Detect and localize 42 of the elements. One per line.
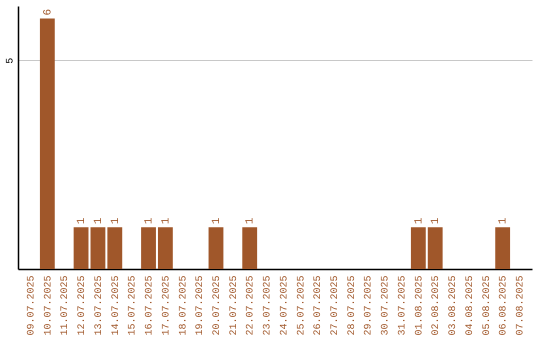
- x-tick-label: 11.07.2025: [60, 276, 72, 336]
- data-label: 1: [413, 217, 426, 224]
- x-tick-label: 19.07.2025: [195, 276, 206, 336]
- y-tick-label: 5: [6, 58, 16, 64]
- data-label: 1: [110, 217, 122, 224]
- x-tick-label: 15.07.2025: [128, 276, 139, 336]
- data-label: 1: [76, 217, 88, 224]
- data-label: 1: [92, 217, 105, 224]
- x-tick-label: 07.08.2025: [516, 276, 527, 336]
- data-label: 1: [498, 217, 510, 224]
- x-tick-label: 21.07.2025: [228, 276, 240, 336]
- x-tick-label: 31.07.2025: [397, 276, 408, 336]
- x-tick-label: 04.08.2025: [464, 276, 476, 336]
- data-label: 1: [144, 217, 156, 224]
- x-tick-label: 18.07.2025: [178, 276, 190, 336]
- x-tick-label: 23.07.2025: [262, 276, 274, 336]
- x-tick-label: 12.07.2025: [77, 276, 88, 336]
- x-tick-label: 30.07.2025: [380, 276, 392, 336]
- x-tick-label: 10.07.2025: [43, 276, 54, 336]
- x-tick-label: 28.07.2025: [346, 276, 358, 336]
- x-tick-label: 02.08.2025: [431, 276, 442, 336]
- x-tick-label: 06.08.2025: [498, 276, 510, 336]
- x-tick-label: 14.07.2025: [110, 276, 122, 336]
- x-tick-label: 13.07.2025: [94, 276, 105, 336]
- x-tick-label: 22.07.2025: [246, 276, 257, 336]
- x-tick-label: 29.07.2025: [364, 276, 375, 336]
- x-tick-label: 09.07.2025: [26, 276, 38, 336]
- x-tick-label: 01.08.2025: [414, 276, 426, 336]
- x-tick-label: 20.07.2025: [212, 276, 223, 336]
- x-tick-label: 26.07.2025: [313, 276, 324, 336]
- x-tick-label: 16.07.2025: [144, 276, 156, 336]
- data-label: 1: [244, 217, 257, 224]
- data-label: 1: [430, 217, 442, 224]
- x-tick-label: 27.07.2025: [330, 276, 342, 336]
- x-tick-label: 25.07.2025: [296, 276, 308, 336]
- x-tick-label: 05.08.2025: [482, 276, 493, 336]
- x-tick-label: 03.08.2025: [448, 276, 460, 336]
- data-label: 1: [160, 217, 172, 224]
- x-tick-label: 17.07.2025: [161, 276, 172, 336]
- x-tick-label: 24.07.2025: [279, 276, 290, 336]
- data-label: 6: [42, 8, 54, 16]
- data-label: 1: [210, 217, 223, 224]
